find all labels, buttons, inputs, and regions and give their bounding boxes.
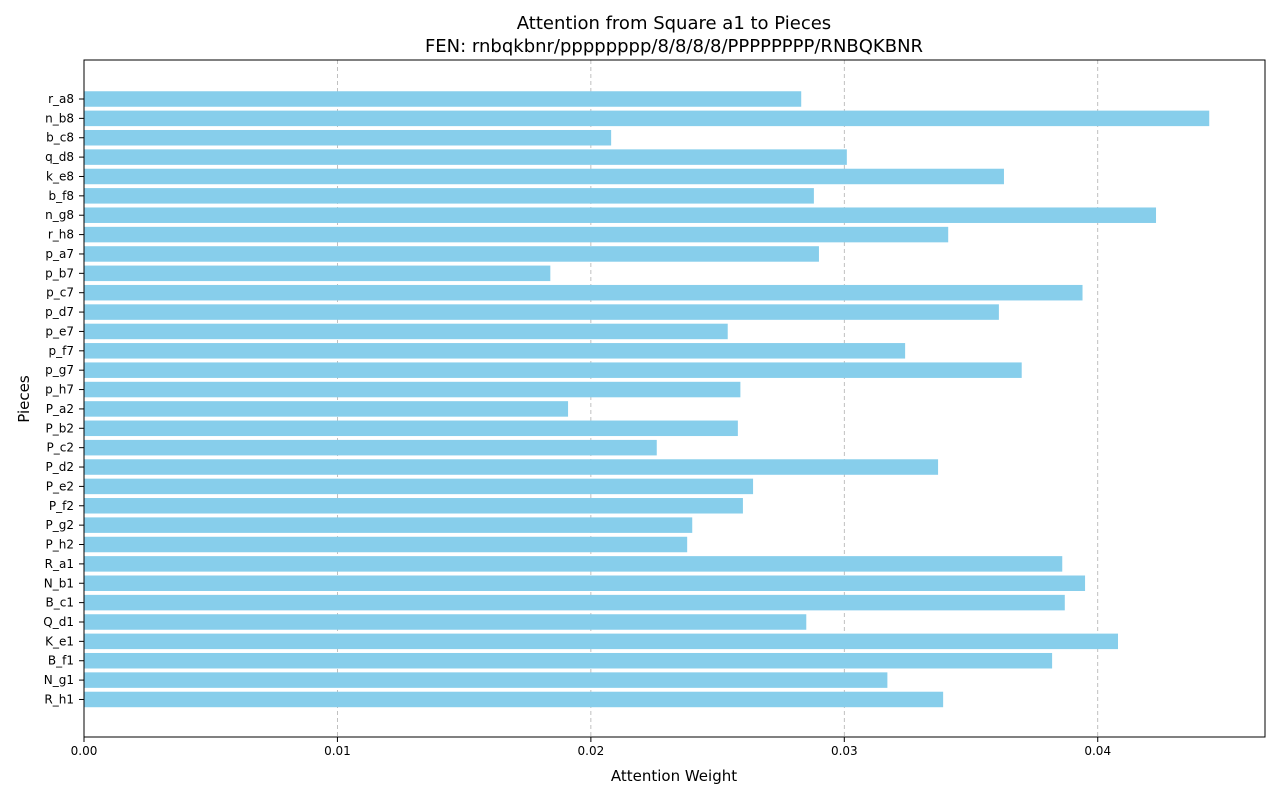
bar-B_c1 <box>84 594 1065 611</box>
bar-P_e2 <box>84 478 754 495</box>
bar-B_f1 <box>84 652 1053 669</box>
y-tick-label: N_b1 <box>44 576 74 590</box>
y-tick-label: n_b8 <box>45 111 74 125</box>
x-tick-label: 0.00 <box>71 744 98 758</box>
y-tick-label: Q_d1 <box>43 615 74 629</box>
x-ticks: 0.00 0.01 0.02 0.03 0.04 <box>71 737 1111 758</box>
y-tick-label: p_h7 <box>45 383 74 397</box>
bar-P_d2 <box>84 459 939 475</box>
y-tick-label: P_d2 <box>46 460 75 474</box>
bar-Q_d1 <box>84 614 807 630</box>
bar-b_c8 <box>84 129 612 146</box>
y-tick-label: p_f7 <box>49 344 74 358</box>
x-tick-label: 0.01 <box>324 744 351 758</box>
y-tick-label: P_c2 <box>47 441 74 455</box>
bar-R_a1 <box>84 556 1063 572</box>
x-tick-label: 0.02 <box>578 744 605 758</box>
y-tick-label: P_a2 <box>46 402 74 416</box>
y-tick-label: R_h1 <box>44 692 74 706</box>
bars <box>84 91 1210 708</box>
y-tick-label: P_e2 <box>46 479 74 493</box>
chart-subtitle: FEN: rnbqkbnr/pppppppp/8/8/8/8/PPPPPPPP/… <box>425 36 923 57</box>
x-axis-label: Attention Weight <box>611 767 737 785</box>
bar-n_g8 <box>84 207 1157 223</box>
y-tick-label: q_d8 <box>45 150 74 164</box>
y-tick-label: P_b2 <box>46 421 75 435</box>
x-tick-label: 0.04 <box>1084 744 1111 758</box>
bar-p_c7 <box>84 284 1083 301</box>
bar-P_c2 <box>84 439 657 456</box>
bar-N_b1 <box>84 575 1086 591</box>
y-tick-label: b_f8 <box>49 189 74 203</box>
y-tick-label: p_g7 <box>45 363 74 377</box>
y-tick-label: p_d7 <box>45 305 74 319</box>
bar-P_f2 <box>84 498 743 514</box>
bar-R_h1 <box>84 691 944 708</box>
bar-P_h2 <box>84 536 688 553</box>
bar-b_f8 <box>84 188 814 204</box>
bar-p_h7 <box>84 381 741 398</box>
bar-N_g1 <box>84 672 888 688</box>
y-tick-label: B_f1 <box>48 654 74 668</box>
bar-q_d8 <box>84 149 847 165</box>
y-tick-label: N_g1 <box>44 673 74 687</box>
y-tick-label: r_a8 <box>48 92 74 106</box>
y-axis-label: Pieces <box>15 375 33 423</box>
bar-p_d7 <box>84 304 999 320</box>
y-tick-label: B_c1 <box>46 596 74 610</box>
y-tick-label: p_e7 <box>45 324 74 338</box>
x-tick-label: 0.03 <box>831 744 858 758</box>
y-tick-label: P_g2 <box>46 518 75 532</box>
chart-title: Attention from Square a1 to Pieces <box>517 13 831 34</box>
bar-k_e8 <box>84 168 1004 185</box>
bar-p_a7 <box>84 246 819 262</box>
bar-p_b7 <box>84 265 551 282</box>
bar-n_b8 <box>84 110 1210 127</box>
y-tick-label: k_e8 <box>46 169 74 183</box>
bar-r_a8 <box>84 91 802 107</box>
y-tick-label: p_b7 <box>45 266 74 280</box>
plot-frame <box>83 59 1266 738</box>
bar-K_e1 <box>84 633 1119 650</box>
y-ticks: r_a8 n_b8 b_c8 q_d8 k_e8 b_f8 n_g8 r_h8 p_a7 p_b7… <box>43 92 84 706</box>
y-tick-label: R_a1 <box>45 557 74 571</box>
y-tick-label: r_h8 <box>48 228 74 242</box>
y-tick-label: p_a7 <box>45 247 74 261</box>
bar-p_g7 <box>84 362 1022 378</box>
y-tick-label: P_f2 <box>49 499 74 513</box>
bar-P_g2 <box>84 517 693 533</box>
bar-P_b2 <box>84 420 738 437</box>
y-tick-label: P_h2 <box>46 538 74 552</box>
y-tick-label: b_c8 <box>46 131 74 145</box>
y-tick-label: n_g8 <box>45 208 74 222</box>
bar-p_e7 <box>84 323 728 340</box>
y-tick-label: p_c7 <box>46 286 74 300</box>
bar-P_a2 <box>84 401 569 417</box>
bar-r_h8 <box>84 226 949 243</box>
y-tick-label: K_e1 <box>45 634 74 648</box>
bar-p_f7 <box>84 343 906 359</box>
